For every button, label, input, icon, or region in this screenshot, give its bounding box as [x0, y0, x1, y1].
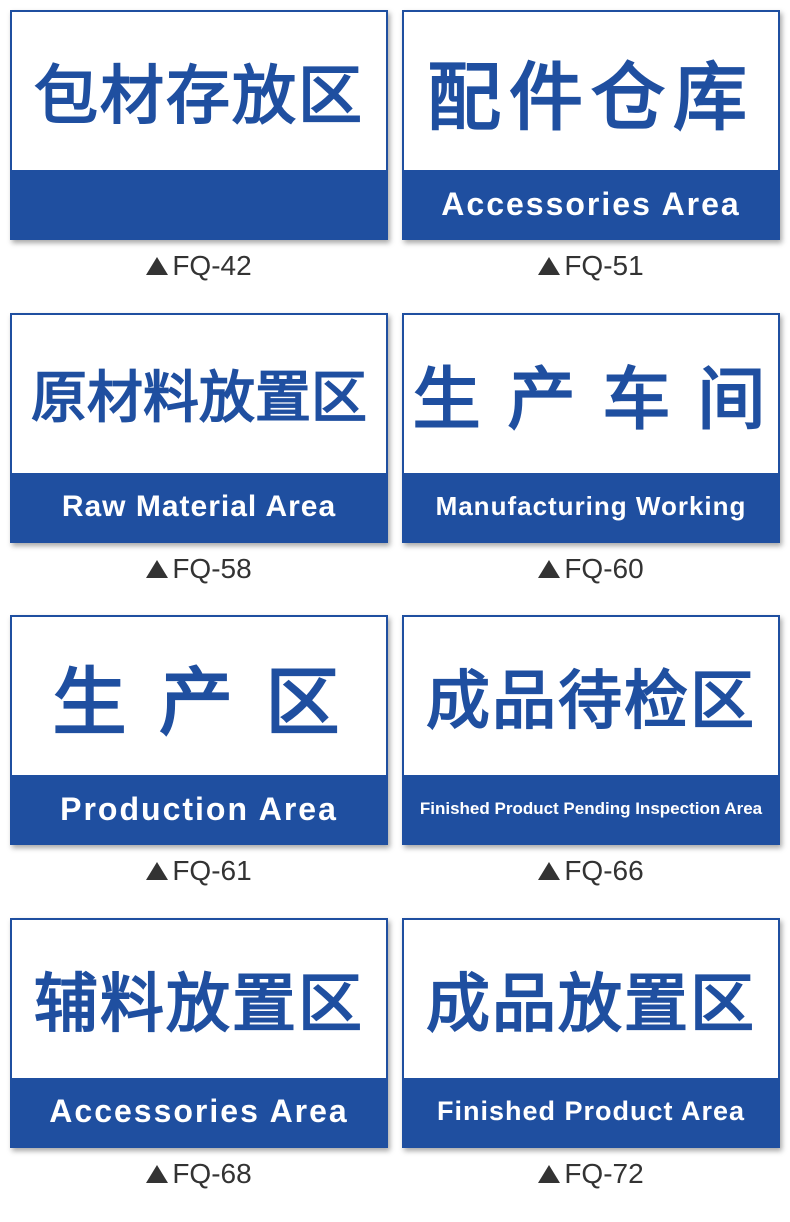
sign-english-text: Accessories Area — [12, 1078, 386, 1146]
triangle-icon — [146, 257, 168, 275]
triangle-icon — [146, 862, 168, 880]
sign-cell: 生 产 区 Production Area FQ-61 — [10, 615, 388, 910]
triangle-icon — [538, 862, 560, 880]
sign-cell: 生 产 车 间 Manufacturing Working FQ-60 — [402, 313, 780, 608]
code-text: FQ-42 — [172, 250, 251, 282]
sign-card: 成品放置区 Finished Product Area — [402, 918, 780, 1148]
code-text: FQ-51 — [564, 250, 643, 282]
sign-cell: 包材存放区 FQ-42 — [10, 10, 388, 305]
sign-card: 辅料放置区 Accessories Area — [10, 918, 388, 1148]
sign-english-text: Manufacturing Working — [404, 473, 778, 541]
product-code: FQ-68 — [146, 1158, 251, 1190]
triangle-icon — [146, 1165, 168, 1183]
sign-chinese-text: 辅料放置区 — [12, 920, 386, 1078]
code-text: FQ-60 — [564, 553, 643, 585]
sign-card: 配件仓库 Accessories Area — [402, 10, 780, 240]
code-text: FQ-72 — [564, 1158, 643, 1190]
sign-card: 生 产 区 Production Area — [10, 615, 388, 845]
triangle-icon — [538, 257, 560, 275]
code-text: FQ-66 — [564, 855, 643, 887]
sign-grid: 包材存放区 FQ-42 配件仓库 Accessories Area FQ-51 … — [10, 10, 780, 1212]
triangle-icon — [538, 1165, 560, 1183]
product-code: FQ-66 — [538, 855, 643, 887]
sign-card: 包材存放区 — [10, 10, 388, 240]
sign-card: 生 产 车 间 Manufacturing Working — [402, 313, 780, 543]
sign-chinese-text: 包材存放区 — [12, 12, 386, 170]
sign-chinese-text: 配件仓库 — [404, 12, 778, 170]
product-code: FQ-60 — [538, 553, 643, 585]
product-code: FQ-61 — [146, 855, 251, 887]
sign-chinese-text: 成品待检区 — [404, 617, 778, 775]
sign-english-text: Production Area — [12, 775, 386, 843]
sign-english-text: Finished Product Area — [404, 1078, 778, 1146]
sign-cell: 辅料放置区 Accessories Area FQ-68 — [10, 918, 388, 1213]
sign-card: 成品待检区 Finished Product Pending Inspectio… — [402, 615, 780, 845]
code-text: FQ-68 — [172, 1158, 251, 1190]
product-code: FQ-42 — [146, 250, 251, 282]
sign-chinese-text: 生 产 区 — [12, 617, 386, 775]
triangle-icon — [146, 560, 168, 578]
sign-english-text: Raw Material Area — [12, 473, 386, 541]
code-text: FQ-58 — [172, 553, 251, 585]
sign-chinese-text: 原材料放置区 — [12, 315, 386, 473]
sign-chinese-text: 生 产 车 间 — [404, 315, 778, 473]
product-code: FQ-51 — [538, 250, 643, 282]
sign-english-text: Accessories Area — [404, 170, 778, 238]
sign-cell: 配件仓库 Accessories Area FQ-51 — [402, 10, 780, 305]
sign-cell: 原材料放置区 Raw Material Area FQ-58 — [10, 313, 388, 608]
triangle-icon — [538, 560, 560, 578]
sign-english-text — [12, 170, 386, 238]
sign-chinese-text: 成品放置区 — [404, 920, 778, 1078]
sign-cell: 成品放置区 Finished Product Area FQ-72 — [402, 918, 780, 1213]
product-code: FQ-58 — [146, 553, 251, 585]
sign-cell: 成品待检区 Finished Product Pending Inspectio… — [402, 615, 780, 910]
sign-english-text: Finished Product Pending Inspection Area — [404, 775, 778, 843]
product-code: FQ-72 — [538, 1158, 643, 1190]
sign-card: 原材料放置区 Raw Material Area — [10, 313, 388, 543]
code-text: FQ-61 — [172, 855, 251, 887]
